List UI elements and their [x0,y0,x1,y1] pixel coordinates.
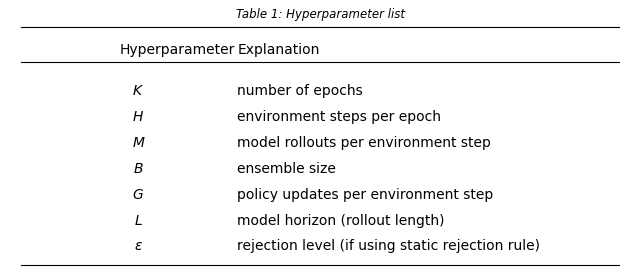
Text: model horizon (rollout length): model horizon (rollout length) [237,213,445,227]
Text: environment steps per epoch: environment steps per epoch [237,110,441,124]
Text: rejection level (if using static rejection rule): rejection level (if using static rejecti… [237,239,540,253]
Text: $L$: $L$ [134,213,143,227]
Text: $H$: $H$ [132,110,145,124]
Text: $G$: $G$ [132,188,145,201]
Text: Explanation: Explanation [237,43,319,57]
Text: Hyperparameter: Hyperparameter [119,43,235,57]
Text: Table 1: Hyperparameter list: Table 1: Hyperparameter list [236,8,404,21]
Text: $B$: $B$ [133,162,144,176]
Text: number of epochs: number of epochs [237,84,363,98]
Text: $\epsilon$: $\epsilon$ [134,239,143,253]
Text: $K$: $K$ [132,84,145,98]
Text: policy updates per environment step: policy updates per environment step [237,188,493,201]
Text: ensemble size: ensemble size [237,162,336,176]
Text: $M$: $M$ [132,136,145,150]
Text: model rollouts per environment step: model rollouts per environment step [237,136,491,150]
